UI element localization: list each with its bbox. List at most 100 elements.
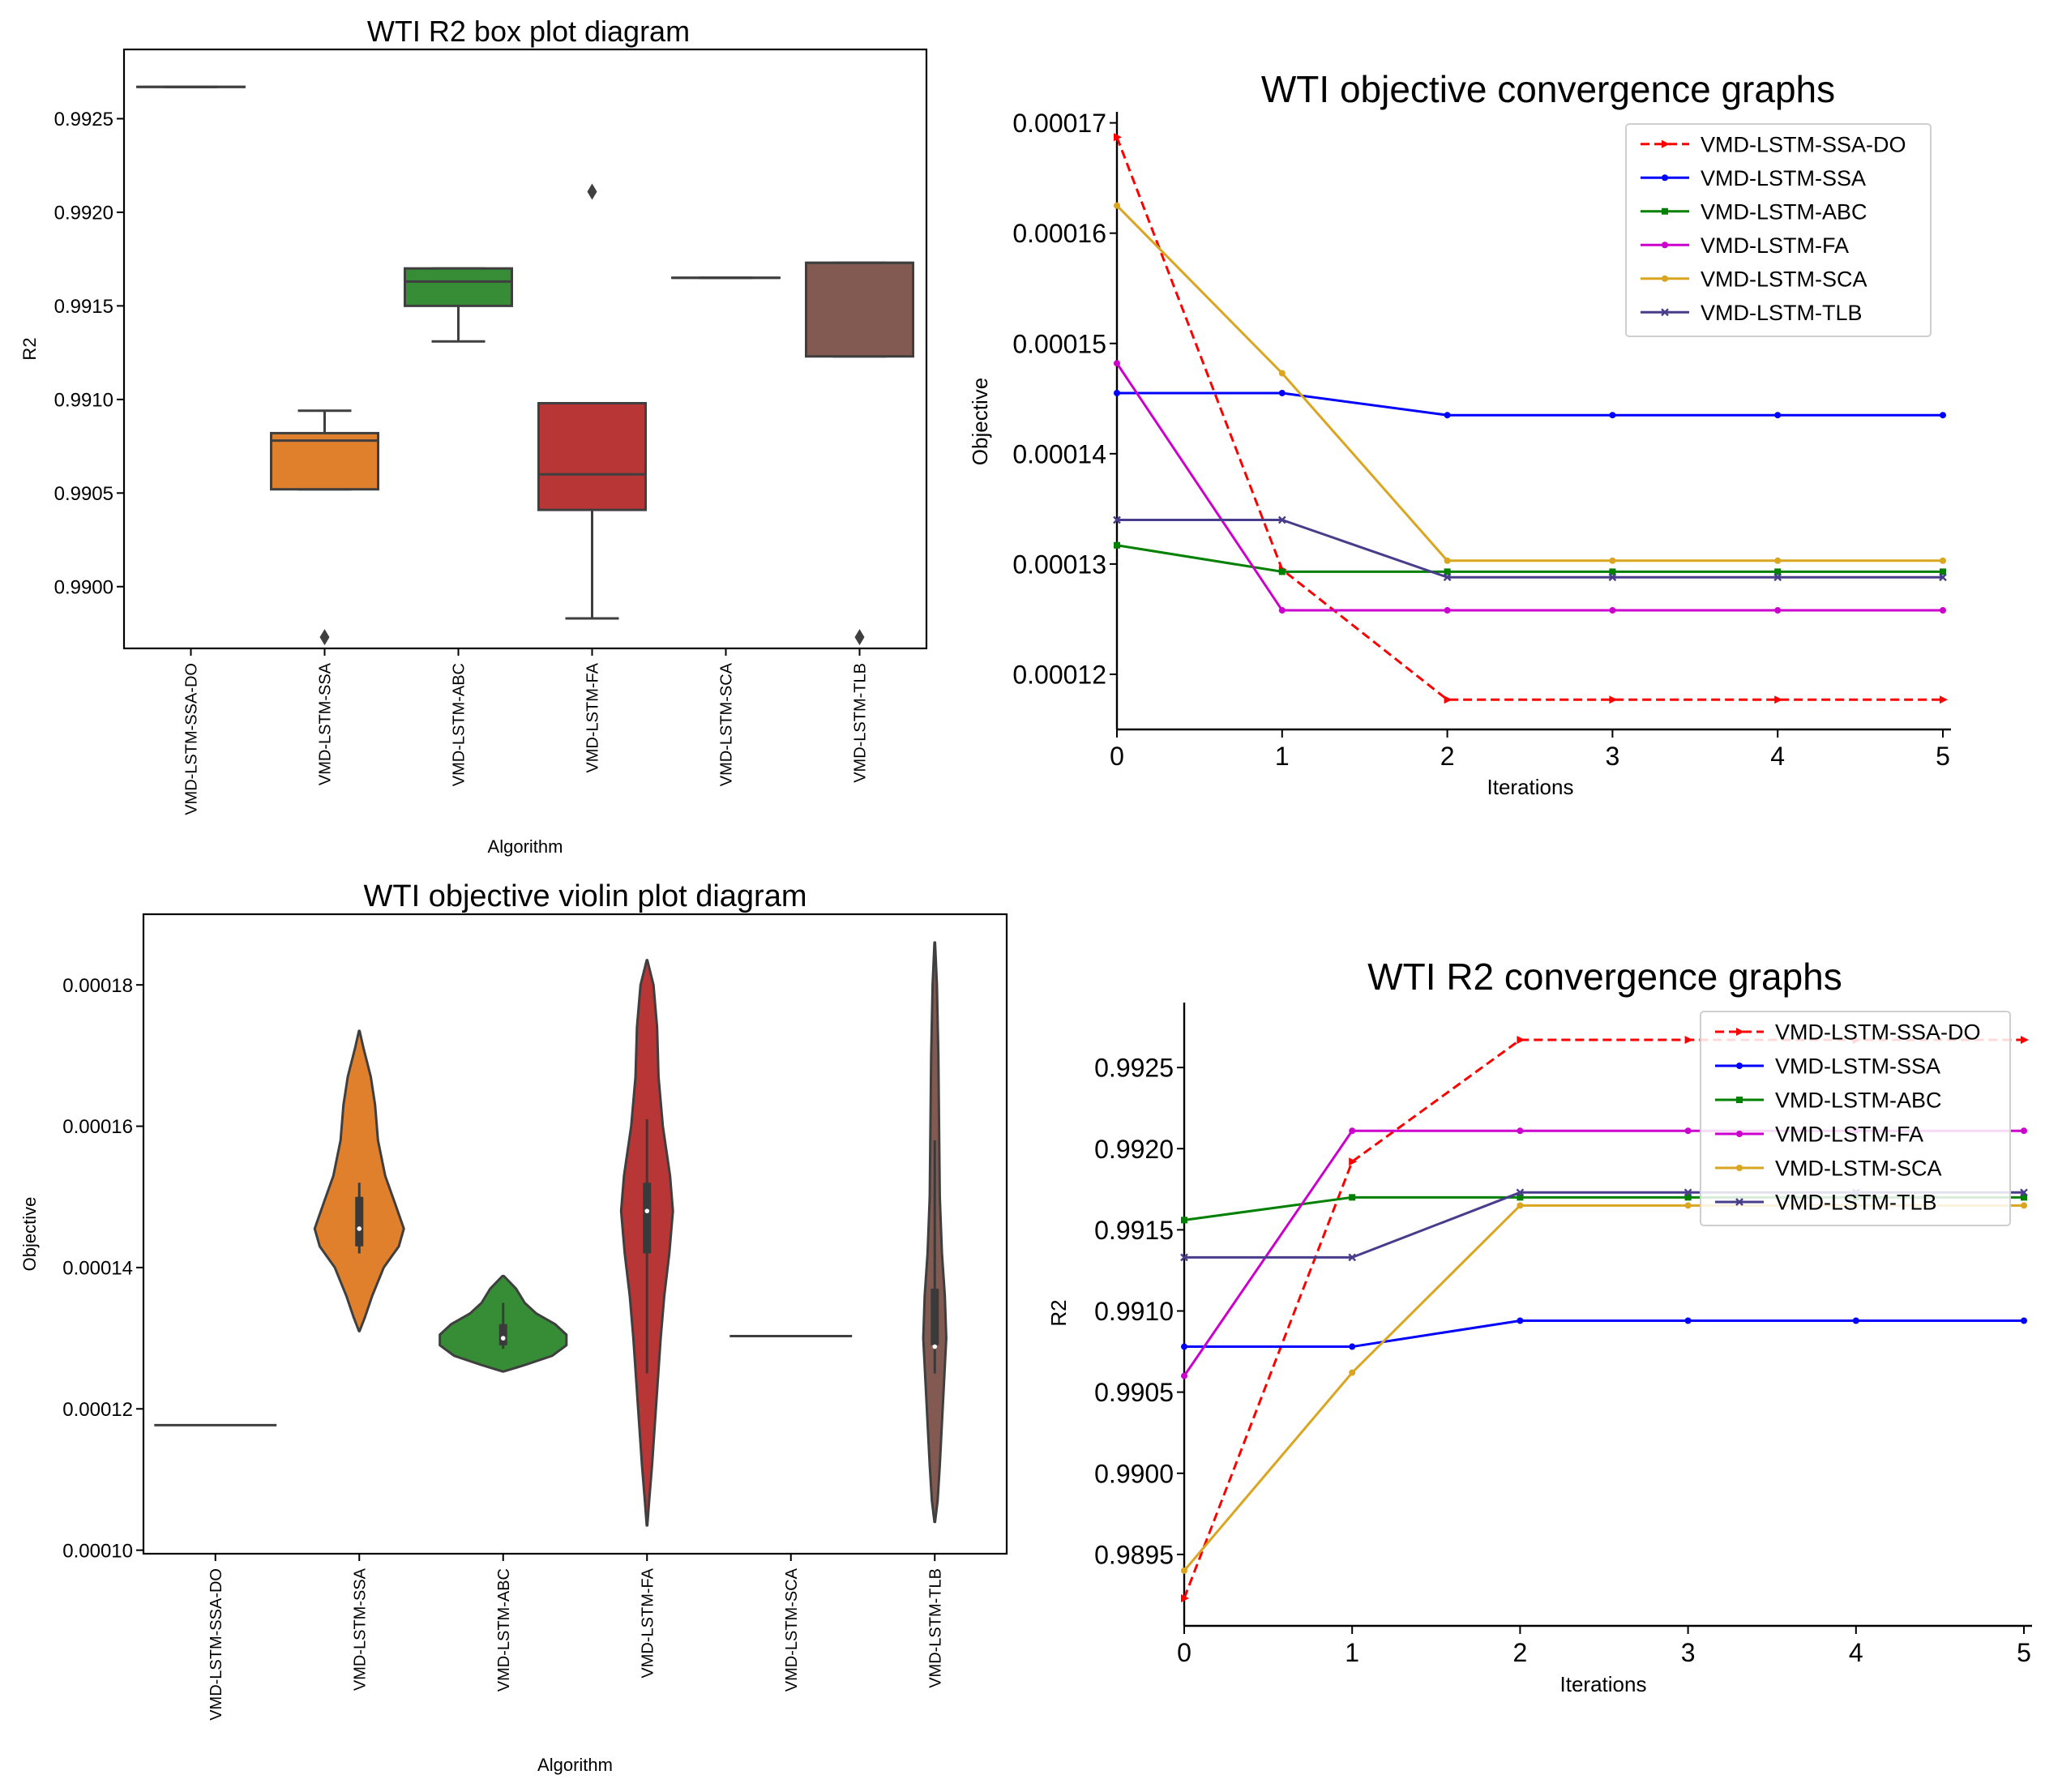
legend-entry: VMD-LSTM-SSA [1641,166,1866,190]
objconv-line-chart: WTI objective convergence graphs 0.00012 0… [968,68,1951,799]
legend-label: VMD-LSTM-SSA-DO [1701,132,1906,156]
series-line [1115,204,1943,562]
legend-entry: VMD-LSTM-SSA-DO [1715,1020,1981,1045]
series-vmd-lstm-sca [1114,202,1946,564]
r2conv-ytick-label: 0.9895 [1094,1540,1174,1569]
point [1349,1157,1358,1166]
point [1662,139,1670,148]
box-vmd-lstm-abc [404,267,513,343]
box-xtick-label: VMD-LSTM-SSA [317,662,335,785]
point [2021,1317,2027,1324]
box-ytick-label: 0.9915 [54,296,113,318]
objconv-xtick-label: 1 [1275,742,1290,771]
box-xtick-label: VMD-LSTM-SSA-DO [183,663,201,815]
box-iqr [805,261,914,358]
objconv-xtick-label: 4 [1770,742,1785,771]
point [1684,1194,1692,1201]
legend-label: VMD-LSTM-ABC [1775,1088,1942,1113]
point [1517,1317,1524,1324]
point [1774,568,1782,575]
violin-xtick-label: VMD-LSTM-SSA [351,1567,369,1691]
point [1180,1253,1188,1262]
legend-label: VMD-LSTM-SSA [1775,1054,1940,1079]
series-line [1184,1319,2024,1349]
point [1736,1063,1743,1069]
objconv-xlabel: Iterations [1487,775,1574,799]
r2conv-xtick-label: 5 [2017,1638,2031,1667]
box-ytick-label: 0.9905 [54,483,113,505]
point [1736,1131,1743,1137]
point [1181,1593,1189,1602]
r2conv-ytick-label: 0.9920 [1094,1135,1174,1164]
point [1662,275,1668,282]
violin-xtick-label: VMD-LSTM-SCA [783,1567,801,1691]
box-vmd-lstm-ssa [270,409,379,646]
r2conv-ytick-label: 0.9915 [1094,1216,1174,1245]
violin-frame [142,913,1008,1555]
legend-label: VMD-LSTM-TLB [1775,1191,1937,1215]
point [1774,607,1782,614]
point [1609,557,1616,564]
point [1940,695,1948,704]
violin-xtick-label: VMD-LSTM-FA [639,1567,657,1678]
legend-box [1700,1011,2011,1226]
r2conv-ytick-label: 0.9905 [1094,1378,1174,1407]
box-iqr [404,267,513,307]
point [1684,1127,1692,1135]
box-plot-chart: WTI R2 box plot diagram 0.9900 0.9905 0.991… [19,15,928,857]
objconv-ylabel: Objective [968,378,992,465]
point [1774,695,1783,704]
point [2021,1194,2027,1201]
point [1940,412,1946,419]
point [1662,242,1668,249]
legend-label: VMD-LSTM-SSA-DO [1775,1020,1981,1045]
objconv-xtick-label: 3 [1606,742,1620,771]
point [1684,1202,1692,1209]
box-outlier [854,629,865,646]
box-xtick-label: VMD-LSTM-TLB [852,663,870,783]
legend-label: VMD-LSTM-SCA [1701,267,1867,291]
legend-label: VMD-LSTM-TLB [1701,301,1863,325]
violin-title: WTI objective violin plot diagram [364,879,807,913]
box-outlier [587,183,597,200]
point [1444,568,1451,575]
series-vmd-lstm-fa [1114,360,1946,614]
point [1609,568,1616,575]
violin-ytick-label: 0.00016 [62,1116,133,1138]
legend-label: VMD-LSTM-ABC [1701,199,1867,224]
violin-ytick-label: 0.00012 [62,1399,133,1421]
r2conv-xtick-label: 2 [1513,1638,1528,1667]
point [1278,568,1286,575]
legend-entry: VMD-LSTM-SSA-DO [1641,132,1906,156]
point [1517,1036,1525,1045]
point [1940,557,1946,564]
legend-entry: VMD-LSTM-FA [1715,1123,1923,1147]
point [1736,1028,1744,1036]
point [1278,607,1286,614]
point [1114,389,1120,396]
violin-ytick-label: 0.00010 [62,1540,133,1562]
legend-label: VMD-LSTM-SCA [1775,1157,1942,1181]
series-vmd-lstm-ssa [1181,1317,2027,1350]
point [1940,607,1946,614]
r2conv-title: WTI R2 convergence graphs [1367,956,1842,998]
point [1517,1202,1524,1209]
r2conv-ytick-label: 0.9925 [1094,1054,1174,1083]
legend-label: VMD-LSTM-FA [1701,233,1849,258]
point [1181,1343,1187,1350]
violin-xtick-label: VMD-LSTM-SSA-DO [207,1568,225,1721]
violin-xlabel: Algorithm [537,1755,613,1775]
box-frame [122,48,928,650]
point [1517,1194,1524,1201]
point [1609,607,1616,614]
point [1444,557,1451,564]
box-outlier [319,629,330,646]
point [1774,557,1782,564]
legend-entry: VMD-LSTM-FA [1641,233,1849,258]
point [1608,573,1617,582]
point [1517,1127,1524,1135]
legend-entry: VMD-LSTM-SCA [1641,267,1867,291]
point [1444,695,1452,704]
objconv-ytick-label: 0.00014 [1012,439,1106,468]
